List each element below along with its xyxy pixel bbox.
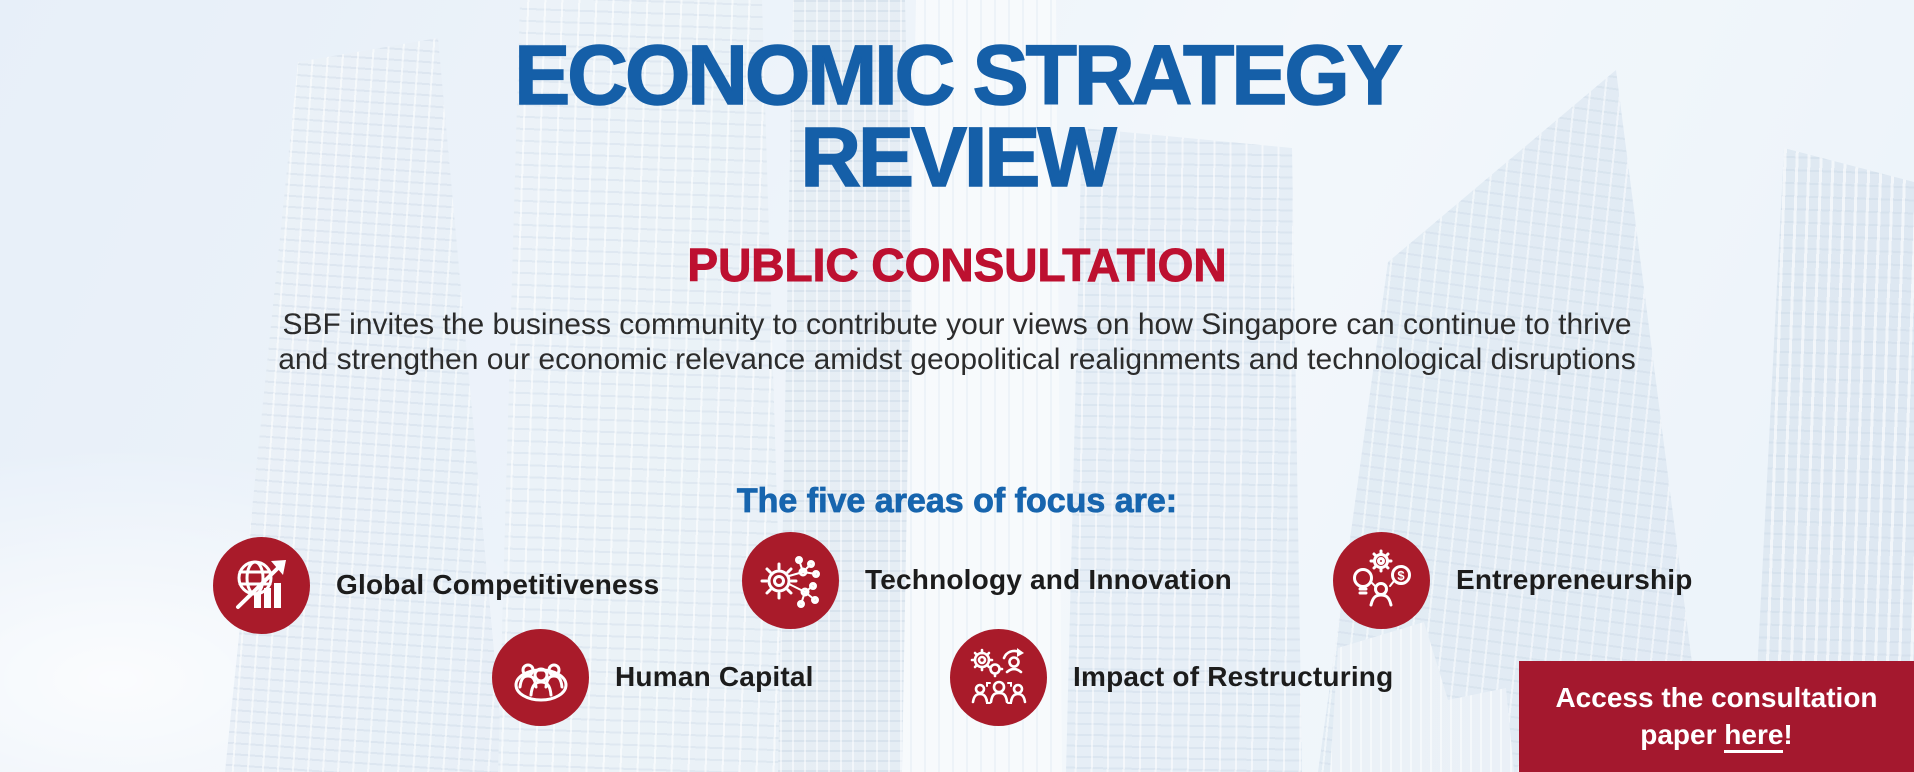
focus-item-human-capital: Human Capital xyxy=(492,628,814,726)
gears-people-cycle-icon xyxy=(950,628,1047,726)
cta-banner[interactable]: Access the consultation paper here! xyxy=(1519,661,1914,772)
cta-suffix: ! xyxy=(1783,718,1793,750)
globe-growth-icon xyxy=(213,536,310,634)
focus-label: Human Capital xyxy=(615,661,814,692)
focus-item-technology-innovation: Technology and Innovation xyxy=(742,531,1232,629)
svg-text:$: $ xyxy=(1397,568,1405,583)
title-line-1: ECONOMIC STRATEGY xyxy=(514,28,1404,122)
intro-text: SBF invites the business community to co… xyxy=(278,308,1636,376)
focus-item-entrepreneurship: $ Entrepreneurship xyxy=(1333,531,1693,629)
cta-prefix: Access the consultation paper xyxy=(1555,682,1878,750)
focus-label: Global Competitiveness xyxy=(336,569,660,600)
cta-here-link[interactable]: here xyxy=(1724,718,1784,753)
focus-item-impact-of-restructuring: Impact of Restructuring xyxy=(950,628,1393,726)
focus-label: Impact of Restructuring xyxy=(1073,661,1394,692)
gear-network-icon xyxy=(742,531,839,629)
idea-money-person-icon: $ xyxy=(1333,531,1430,629)
title-line-2: REVIEW xyxy=(800,110,1118,205)
page-title: ECONOMIC STRATEGY REVIEW xyxy=(0,28,1914,205)
focus-label: Technology and Innovation xyxy=(865,564,1232,595)
focus-areas-heading: The five areas of focus are: xyxy=(736,482,1178,521)
cta-text: Access the consultation paper here! xyxy=(1519,680,1914,753)
focus-item-global-competitiveness: Global Competitiveness xyxy=(213,536,659,634)
focus-label: Entrepreneurship xyxy=(1456,564,1693,595)
subtitle-public-consultation: PUBLIC CONSULTATION xyxy=(687,239,1227,292)
people-group-icon xyxy=(492,628,589,726)
